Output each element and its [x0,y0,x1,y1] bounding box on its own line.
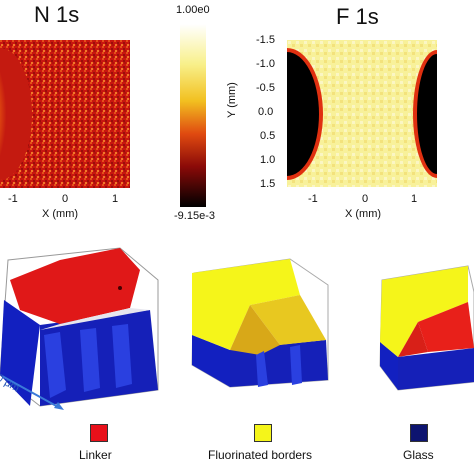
f1s-ytick-1: -1.0 [256,58,275,70]
scale-arrow [0,368,70,414]
f1s-title: F 1s [336,4,379,29]
n1s-xtick-2: 1 [112,193,119,205]
n1s-xtick-0: -1 [8,193,18,205]
f1s-xlabel: X (mm) [345,208,382,220]
f1s-ytick-6: 1.5 [260,178,276,190]
volume-glass [378,262,474,392]
volume-fluorinated [190,255,330,390]
f1s-ytick-3: 0.0 [258,106,274,118]
legend-swatch-linker [90,424,108,442]
n1s-xlabel: X (mm) [42,208,79,220]
n1s-map [0,40,130,188]
n1s-title: N 1s [34,2,80,27]
f1s-ytick-4: 0.5 [260,130,276,142]
legend-label-linker: Linker [79,448,112,462]
colorbar-max-label: 1.00e0 [176,4,210,16]
f1s-xtick-0: -1 [308,193,318,205]
f1s-xtick-2: 1 [411,193,418,205]
f1s-xtick-1: 0 [362,193,369,205]
volume-linker [0,240,160,410]
f1s-ytick-0: -1.5 [256,34,275,46]
legend-swatch-fluorinated [254,424,272,442]
colorbar-min-label: -9.15e-3 [174,210,215,222]
colorbar [180,24,206,207]
legend-label-glass: Glass [403,448,434,462]
f1s-ytick-5: 1.0 [260,154,276,166]
f1s-map [287,40,437,187]
f1s-ytick-2: -0.5 [256,82,275,94]
legend-swatch-glass [410,424,428,442]
legend-label-fluorinated: Fluorinated borders [208,448,313,462]
f1s-ylabel: Y (mm) [226,82,238,118]
n1s-xtick-1: 0 [62,193,69,205]
